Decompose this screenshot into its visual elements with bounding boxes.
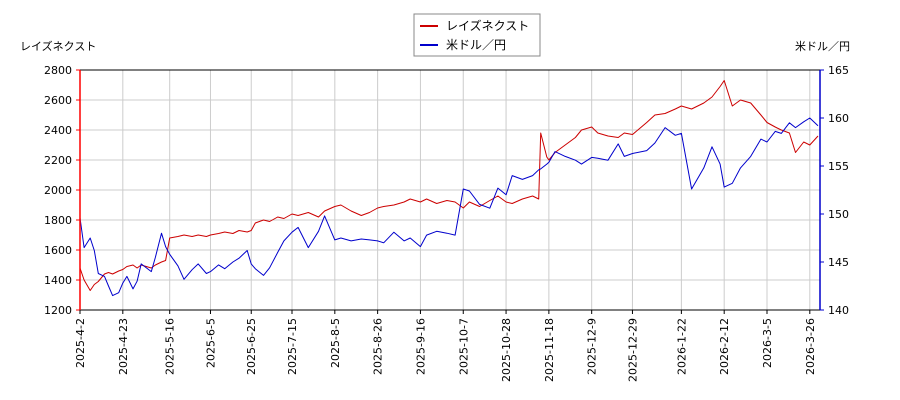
x-tick-label: 2025-6-5 bbox=[204, 318, 217, 368]
x-tick-label: 2025-4-2 bbox=[74, 318, 87, 368]
legend-box bbox=[413, 13, 541, 57]
series-line-0 bbox=[79, 80, 819, 291]
left-tick-label: 1600 bbox=[44, 244, 72, 257]
legend-label-raiznext: レイズネクスト bbox=[446, 18, 529, 33]
right-tick-label: 140 bbox=[828, 304, 849, 317]
x-tick-label: 2025-11-18 bbox=[543, 318, 556, 382]
series-layer bbox=[79, 80, 819, 297]
x-tick-label: 2026-2-12 bbox=[718, 318, 731, 375]
right-tick-label: 160 bbox=[828, 112, 849, 125]
left-tick-label: 2600 bbox=[44, 94, 72, 107]
x-tick-label: 2025-12-29 bbox=[626, 318, 639, 382]
x-tick-label: 2025-10-28 bbox=[500, 318, 513, 382]
x-tick-label: 2025-8-5 bbox=[329, 318, 342, 368]
grid bbox=[79, 69, 820, 311]
x-tick-label: 2025-6-25 bbox=[245, 318, 258, 375]
series-line-1 bbox=[79, 117, 819, 297]
right-tick-label: 145 bbox=[828, 256, 849, 269]
left-tick-label: 2800 bbox=[44, 64, 72, 77]
x-axis: 2025-4-2 2025-4-23 2025-5-16 2025-6-5 2025-6… bbox=[74, 310, 817, 382]
right-tick-label: 150 bbox=[828, 208, 849, 221]
right-axis-title: 米ドル／円 bbox=[795, 40, 850, 53]
x-tick-label: 2026-1-22 bbox=[675, 318, 688, 375]
left-tick-label: 2200 bbox=[44, 154, 72, 167]
left-tick-label: 1800 bbox=[44, 214, 72, 227]
legend: レイズネクスト 米ドル／円 bbox=[413, 13, 541, 57]
x-tick-label: 2025-4-23 bbox=[117, 318, 130, 375]
x-tick-label: 2025-9-16 bbox=[414, 318, 427, 375]
x-tick-label: 2025-12-9 bbox=[586, 318, 599, 375]
right-tick-label: 155 bbox=[828, 160, 849, 173]
left-tick-label: 1200 bbox=[44, 304, 72, 317]
right-axis: 140 145 150 155 160 165 bbox=[819, 64, 849, 317]
x-tick-label: 2025-5-16 bbox=[164, 318, 177, 375]
left-tick-label: 2000 bbox=[44, 184, 72, 197]
x-tick-label: 2026-3-26 bbox=[804, 318, 817, 375]
x-tick-label: 2025-10-7 bbox=[457, 318, 470, 375]
left-tick-label: 2400 bbox=[44, 124, 72, 137]
x-tick-label: 2026-3-5 bbox=[761, 318, 774, 368]
right-tick-label: 165 bbox=[828, 64, 849, 77]
left-tick-label: 1400 bbox=[44, 274, 72, 287]
left-axis-title: レイズネクスト bbox=[20, 39, 96, 53]
x-tick-label: 2025-7-15 bbox=[286, 318, 299, 375]
left-axis: 1200 1400 1600 1800 2000 2200 2400 2600 2800 bbox=[44, 64, 81, 317]
legend-label-usdjpy: 米ドル／円 bbox=[446, 38, 506, 52]
x-tick-label: 2025-8-26 bbox=[372, 318, 385, 375]
